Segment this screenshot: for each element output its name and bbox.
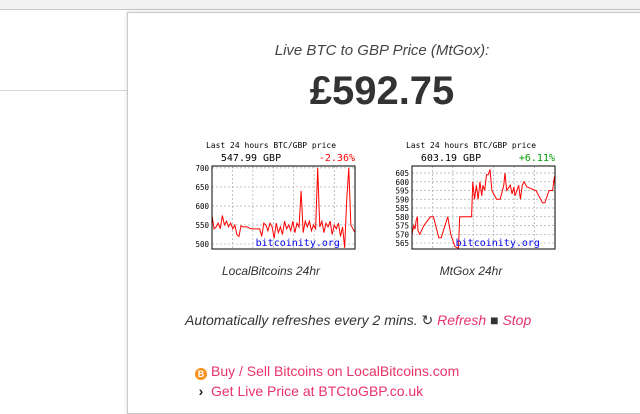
refresh-icon[interactable]: ↻ [421, 312, 434, 328]
localbitcoins-chart-caption: LocalBitcoins 24hr [221, 264, 321, 278]
bitcoin-icon: B [195, 368, 207, 380]
chart-change-percent: -2.36% [319, 153, 355, 164]
refresh-info-text: Automatically refreshes every 2 mins. [185, 312, 418, 328]
chart-change-percent: +6.11% [519, 153, 555, 164]
popup-title: Live BTC to GBP Price (MtGox): [274, 42, 490, 59]
y-tick-label: 580 [395, 213, 409, 222]
plot-frame [411, 165, 556, 250]
chart-watermark: bitcoinity.org [256, 238, 340, 249]
chart-header: Last 24 hours BTC/GBP price [206, 141, 336, 150]
localbitcoins-chart: Last 24 hours BTC/GBP price 547.99 GBP -2.… [183, 138, 359, 254]
y-tick-label: 600 [195, 202, 209, 211]
y-tick-label: 550 [195, 221, 209, 230]
y-tick-label: 575 [395, 222, 409, 231]
price-line [212, 167, 355, 248]
extension-popup: Live BTC to GBP Price (MtGox): £592.75 L… [127, 12, 640, 414]
btctogbp-link[interactable]: Get Live Price at BTCtoGBP.co.uk [211, 383, 424, 399]
refresh-link[interactable]: Refresh [437, 312, 487, 328]
chart-svg: Last 24 hours BTC/GBP price 603.19 GBP +6.… [395, 141, 556, 250]
links-list: B Buy / Sell Bitcoins on LocalBitcoins.co… [195, 361, 459, 401]
refresh-bar: Automatically refreshes every 2 mins. ↻ … [185, 312, 531, 329]
chart-header: Last 24 hours BTC/GBP price [406, 141, 536, 150]
chart-svg: Last 24 hours BTC/GBP price 547.99 GBP -2.… [195, 141, 356, 250]
current-price: £592.75 [309, 69, 455, 113]
chart-current-value: 547.99 GBP [221, 153, 281, 164]
stop-link[interactable]: Stop [502, 312, 532, 328]
y-tick-label: 700 [195, 164, 209, 173]
mtgox-chart-caption: MtGox 24hr [439, 264, 503, 278]
y-tick-label: 595 [395, 187, 409, 196]
price-line [412, 169, 555, 249]
chart-current-value: 603.19 GBP [421, 153, 481, 164]
stop-icon[interactable]: ■ [490, 312, 499, 328]
y-tick-label: 605 [395, 169, 409, 178]
y-tick-label: 650 [195, 183, 209, 192]
y-tick-label: 590 [395, 195, 409, 204]
localbitcoins-link[interactable]: Buy / Sell Bitcoins on LocalBitcoins.com [211, 363, 460, 379]
link-item: › Get Live Price at BTCtoGBP.co.uk [195, 381, 459, 401]
plot-frame [211, 165, 356, 250]
link-item: B Buy / Sell Bitcoins on LocalBitcoins.co… [195, 361, 459, 381]
chevron-right-icon: › [198, 383, 204, 399]
y-tick-label: 500 [195, 240, 209, 249]
browser-toolbar [0, 0, 640, 10]
mtgox-chart: Last 24 hours BTC/GBP price 603.19 GBP +6.… [383, 138, 559, 254]
y-tick-label: 585 [395, 204, 409, 213]
y-tick-label: 565 [395, 239, 409, 248]
chart-watermark: bitcoinity.org [456, 238, 540, 249]
y-tick-label: 600 [395, 178, 409, 187]
y-tick-label: 570 [395, 230, 409, 239]
